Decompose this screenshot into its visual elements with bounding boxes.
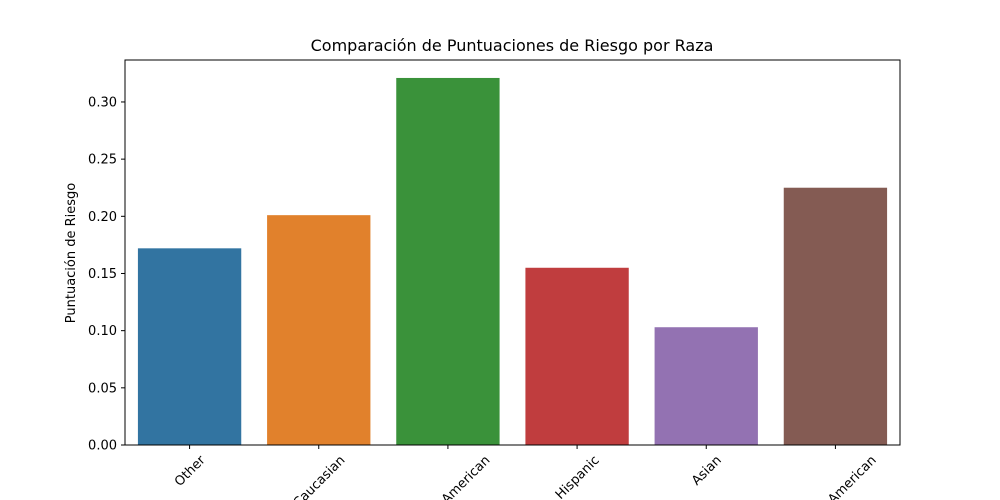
y-tick-label: 0.10: [88, 324, 117, 339]
y-tick-label: 0.20: [88, 210, 117, 225]
bar: [267, 215, 371, 445]
y-tick-label: 0.25: [88, 153, 117, 168]
bar: [783, 187, 888, 445]
y-tick-label: 0.15: [88, 267, 117, 282]
y-tick-label: 0.05: [88, 381, 117, 396]
chart-title: Comparación de Puntuaciones de Riesgo po…: [311, 36, 714, 55]
bar: [137, 248, 242, 445]
plot-frame: [124, 59, 901, 446]
bar: [396, 77, 500, 446]
bar: [525, 267, 629, 445]
y-tick-label: 0.00: [88, 439, 117, 454]
bar: [654, 327, 758, 445]
y-axis-label: Puntuación de Riesgo: [64, 183, 79, 324]
y-tick-label: 0.30: [88, 95, 117, 110]
